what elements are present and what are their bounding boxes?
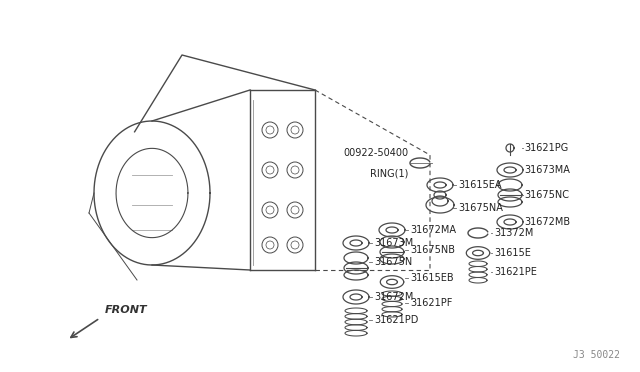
Text: 31621PD: 31621PD <box>374 315 419 325</box>
Text: RING(1): RING(1) <box>370 168 408 178</box>
Text: FRONT: FRONT <box>105 305 148 315</box>
Text: 31673MA: 31673MA <box>524 165 570 175</box>
Text: 31621PE: 31621PE <box>494 267 537 277</box>
Text: 31615EB: 31615EB <box>410 273 454 283</box>
Text: 31372M: 31372M <box>494 228 533 238</box>
Text: 31672MB: 31672MB <box>524 217 570 227</box>
Text: 31672M: 31672M <box>374 292 413 302</box>
Text: 31675NB: 31675NB <box>410 245 455 255</box>
Text: 31615EA: 31615EA <box>458 180 502 190</box>
Text: 31675N: 31675N <box>374 257 412 267</box>
Text: 31675NC: 31675NC <box>524 190 569 200</box>
Text: 31621PG: 31621PG <box>524 143 568 153</box>
Text: 00922-50400: 00922-50400 <box>343 148 408 158</box>
Text: 31615E: 31615E <box>494 248 531 258</box>
Text: 31672MA: 31672MA <box>410 225 456 235</box>
Text: 31673M: 31673M <box>374 238 413 248</box>
Text: 31621PF: 31621PF <box>410 298 452 308</box>
Text: J3 50022: J3 50022 <box>573 350 620 360</box>
Text: 31675NA: 31675NA <box>458 203 503 213</box>
